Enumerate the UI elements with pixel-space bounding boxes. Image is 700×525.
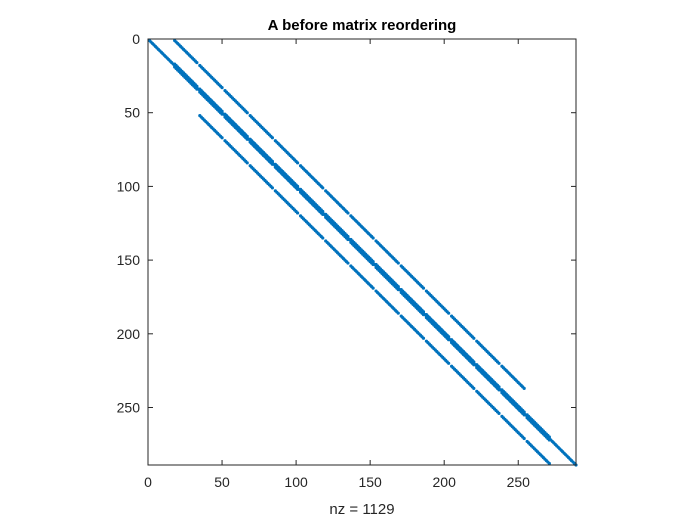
- nonzero-marker: [321, 186, 325, 190]
- x-axis-label: nz = 1129: [329, 501, 394, 518]
- y-tick-label: 150: [117, 252, 141, 268]
- y-tick-label: 100: [117, 178, 141, 194]
- nonzero-marker: [522, 410, 526, 414]
- nonzero-marker: [396, 285, 400, 289]
- nonzero-marker: [346, 261, 350, 265]
- nonzero-marker: [270, 186, 274, 190]
- nonzero-marker: [371, 262, 375, 267]
- diagonal-band-2: [173, 62, 551, 439]
- nonzero-marker: [447, 311, 451, 315]
- nonzero-marker: [295, 184, 300, 188]
- nonzero-marker: [472, 363, 476, 367]
- x-tick-label: 100: [284, 474, 308, 490]
- nonzero-marker: [245, 111, 249, 115]
- y-tick-label: 200: [117, 326, 141, 342]
- nonzero-marker: [472, 386, 476, 390]
- nonzero-marker: [195, 60, 199, 65]
- nonzero-marker: [547, 438, 551, 442]
- nonzero-marker: [295, 211, 300, 215]
- x-tick-label: 50: [214, 474, 230, 490]
- axis-ticks: 0 50 100 150 200 250 0 50 100 150 200 250: [117, 31, 576, 490]
- nonzero-marker: [195, 84, 199, 88]
- nonzero-marker: [497, 411, 501, 416]
- nonzero-marker: [220, 86, 224, 90]
- nonzero-marker: [421, 313, 426, 317]
- nonzero-marker: [346, 234, 350, 239]
- nonzero-marker: [346, 237, 350, 242]
- nonzero-marker: [547, 435, 551, 439]
- nonzero-marker: [346, 211, 350, 215]
- nonzero-marker: [497, 361, 501, 365]
- nonzero-marker: [396, 311, 400, 315]
- nonzero-marker: [270, 162, 274, 166]
- x-tick-label: 150: [358, 474, 382, 490]
- nonzero-marker: [421, 310, 426, 314]
- diagonal-band-4: [173, 38, 526, 390]
- diagonal-band-3: [198, 114, 551, 466]
- nonzero-marker: [245, 134, 249, 138]
- nonzero-marker: [371, 236, 375, 240]
- nonzero-marker: [472, 360, 476, 364]
- nonzero-marker: [295, 187, 300, 191]
- nonzero-marker: [321, 212, 325, 217]
- nonzero-marker: [396, 287, 400, 292]
- nonzero-marker: [371, 259, 375, 264]
- nonzero-marker: [522, 413, 526, 417]
- nonzero-marker: [245, 161, 249, 165]
- x-tick-label: 250: [507, 474, 531, 490]
- axes-box: [147, 38, 577, 466]
- nonzero-marker: [522, 436, 526, 441]
- x-tick-label: 0: [144, 474, 152, 490]
- nonzero-marker: [396, 261, 400, 265]
- nonzero-marker: [270, 159, 274, 163]
- nonzero-marker: [245, 137, 249, 141]
- nonzero-marker: [522, 386, 526, 390]
- chart-title: A before matrix reordering: [268, 17, 457, 34]
- nonzero-marker: [371, 286, 375, 290]
- nonzero-marker: [220, 136, 224, 140]
- nonzero-marker: [447, 338, 451, 342]
- nonzero-marker: [447, 361, 451, 365]
- nonzero-marker: [472, 336, 476, 340]
- nonzero-marker: [220, 109, 224, 113]
- nonzero-marker: [270, 136, 274, 140]
- nonzero-marker: [421, 286, 426, 290]
- nonzero-marker: [447, 335, 451, 339]
- nonzero-marker: [321, 209, 325, 214]
- y-tick-label: 250: [117, 400, 141, 416]
- nonzero-marker: [220, 112, 224, 116]
- nonzero-marker: [497, 385, 501, 389]
- y-tick-label: 0: [132, 31, 140, 47]
- nonzero-marker: [497, 388, 501, 392]
- nonzero-marker: [295, 161, 300, 165]
- nonzero-marker: [421, 336, 426, 340]
- y-tick-label: 50: [124, 105, 140, 121]
- nonzero-markers: [147, 38, 578, 467]
- nonzero-marker: [321, 236, 325, 240]
- nonzero-marker: [547, 461, 551, 466]
- x-tick-label: 200: [433, 474, 457, 490]
- nonzero-marker: [195, 87, 199, 91]
